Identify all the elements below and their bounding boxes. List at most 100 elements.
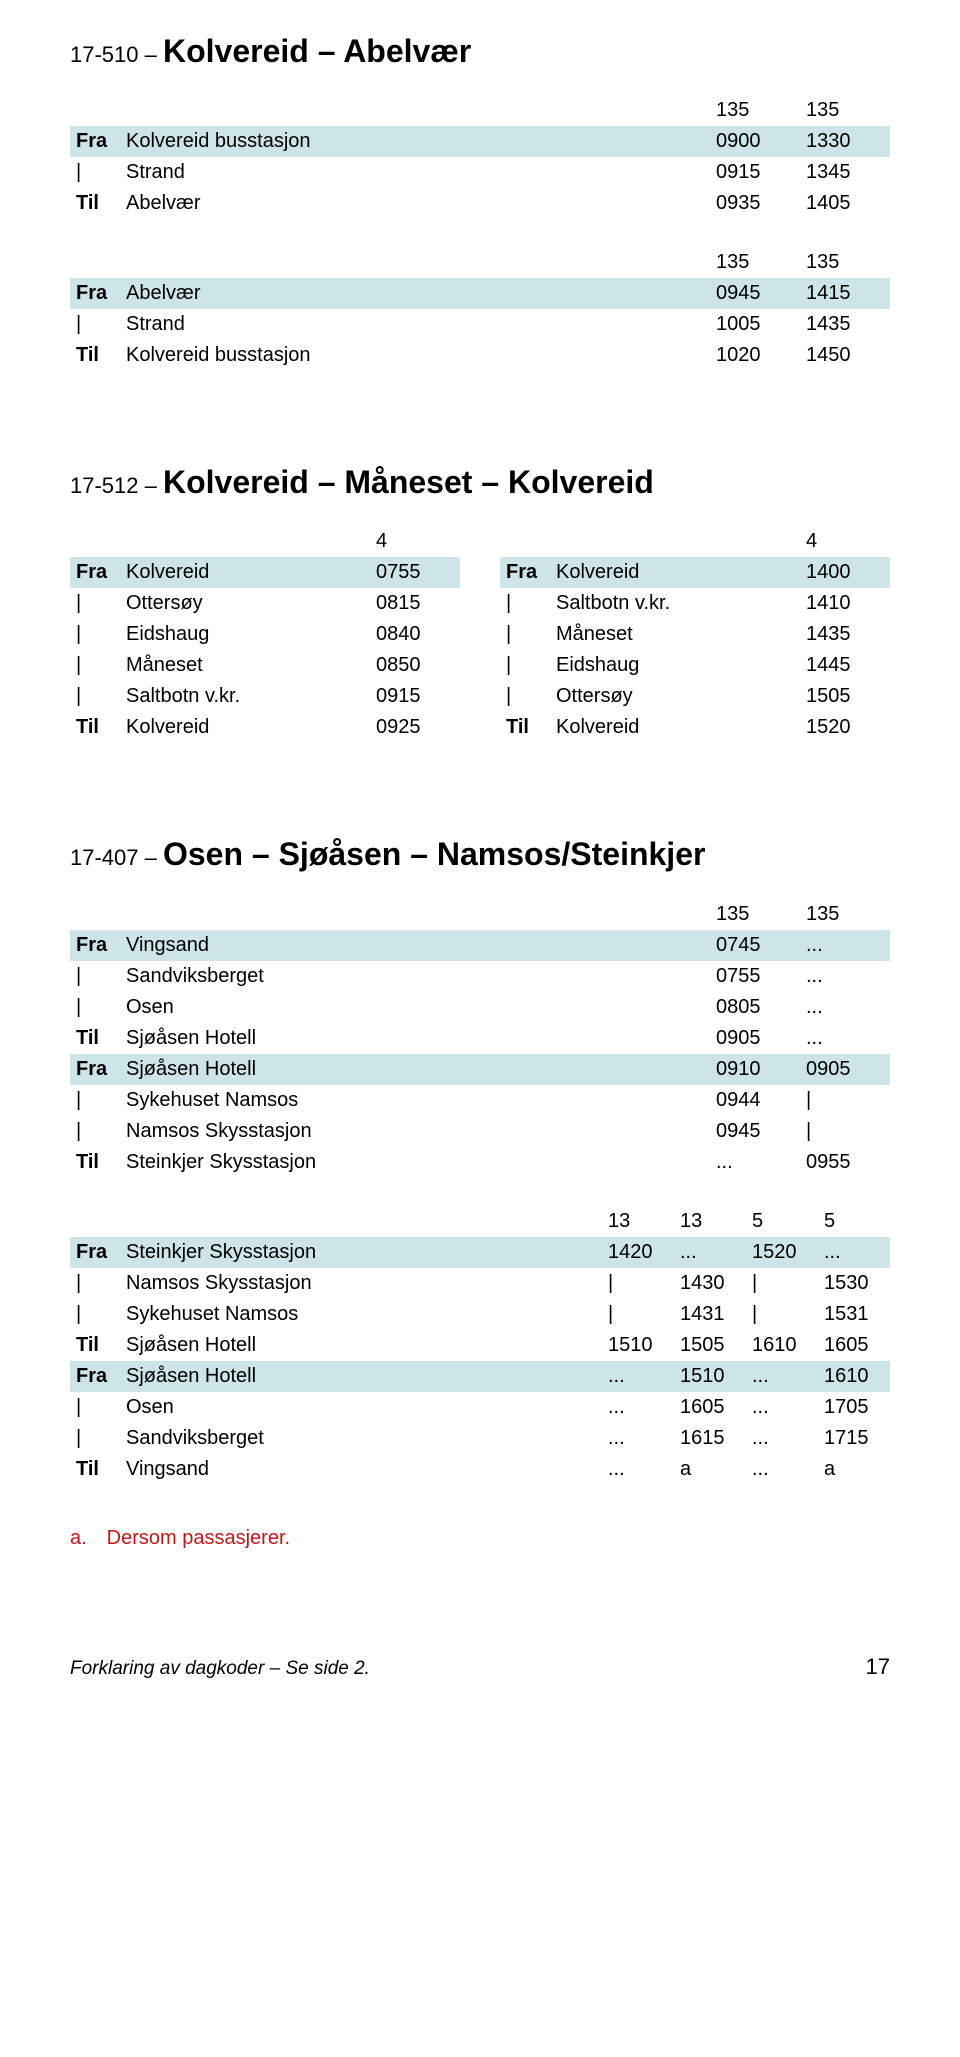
day-code: 135 — [710, 899, 800, 930]
time-cell: 1405 — [800, 188, 890, 219]
stop-name: Abelvær — [120, 278, 710, 309]
schedule-table: 135135FraVingsand0745...|Sandviksberget0… — [70, 899, 890, 1178]
route-section: 17-510 – Kolvereid – Abelvær135135FraKol… — [70, 30, 890, 371]
row-prefix: Fra — [70, 557, 120, 588]
stop-name: Osen — [120, 992, 710, 1023]
time-cell: ... — [602, 1423, 674, 1454]
row-prefix: | — [500, 588, 550, 619]
time-cell: 1415 — [800, 278, 890, 309]
day-code: 5 — [818, 1206, 890, 1237]
time-cell: ... — [746, 1361, 818, 1392]
time-cell: 0915 — [370, 681, 460, 712]
time-cell: ... — [602, 1361, 674, 1392]
time-cell: 1505 — [674, 1330, 746, 1361]
time-cell: ... — [710, 1147, 800, 1178]
time-cell: ... — [746, 1454, 818, 1485]
time-cell: 0910 — [710, 1054, 800, 1085]
row-prefix: Til — [70, 712, 120, 743]
row-prefix: Fra — [500, 557, 550, 588]
time-cell: 0905 — [800, 1054, 890, 1085]
stop-name: Saltbotn v.kr. — [120, 681, 370, 712]
stop-name: Namsos Skysstasjon — [120, 1268, 602, 1299]
stop-name: Sandviksberget — [120, 1423, 602, 1454]
row-prefix: | — [70, 588, 120, 619]
stop-name: Steinkjer Skysstasjon — [120, 1237, 602, 1268]
stop-name: Sandviksberget — [120, 961, 710, 992]
stop-name: Vingsand — [120, 930, 710, 961]
day-code: 135 — [800, 247, 890, 278]
stop-name: Namsos Skysstasjon — [120, 1116, 710, 1147]
stop-name: Sykehuset Namsos — [120, 1085, 710, 1116]
time-cell: | — [746, 1268, 818, 1299]
stop-name: Eidshaug — [550, 650, 800, 681]
row-prefix: | — [70, 157, 120, 188]
time-cell: 1345 — [800, 157, 890, 188]
time-cell: 1520 — [800, 712, 890, 743]
stop-name: Eidshaug — [120, 619, 370, 650]
stop-name: Vingsand — [120, 1454, 602, 1485]
time-cell: 0755 — [710, 961, 800, 992]
time-cell: 1510 — [674, 1361, 746, 1392]
time-cell: 1510 — [602, 1330, 674, 1361]
time-cell: 0955 — [800, 1147, 890, 1178]
day-code: 135 — [800, 899, 890, 930]
time-cell: | — [602, 1268, 674, 1299]
route-name: Kolvereid – Abelvær — [163, 33, 471, 69]
time-cell: 0900 — [710, 126, 800, 157]
time-cell: 1430 — [674, 1268, 746, 1299]
row-prefix: Fra — [70, 1237, 120, 1268]
time-cell: 1715 — [818, 1423, 890, 1454]
time-cell: 0815 — [370, 588, 460, 619]
schedule-table: 4FraKolvereid0755|Ottersøy0815|Eidshaug0… — [70, 526, 460, 743]
time-cell: 1615 — [674, 1423, 746, 1454]
stop-name: Kolvereid — [120, 712, 370, 743]
time-cell: 0905 — [710, 1023, 800, 1054]
row-prefix: | — [70, 1268, 120, 1299]
route-title: 17-407 – Osen – Sjøåsen – Namsos/Steinkj… — [70, 833, 890, 876]
stop-name: Sjøåsen Hotell — [120, 1361, 602, 1392]
route-name: Kolvereid – Måneset – Kolvereid — [163, 464, 654, 500]
time-cell: a — [818, 1454, 890, 1485]
row-prefix: | — [70, 961, 120, 992]
row-prefix: Fra — [70, 278, 120, 309]
row-prefix: | — [70, 650, 120, 681]
schedule-table: 4FraKolvereid1400|Saltbotn v.kr.1410|Mån… — [500, 526, 890, 743]
time-cell: 0925 — [370, 712, 460, 743]
time-cell: 0945 — [710, 1116, 800, 1147]
time-cell: 1410 — [800, 588, 890, 619]
two-column-pair: 4FraKolvereid0755|Ottersøy0815|Eidshaug0… — [70, 526, 890, 743]
route-title: 17-512 – Kolvereid – Måneset – Kolvereid — [70, 461, 890, 504]
time-cell: ... — [602, 1454, 674, 1485]
day-code: 4 — [800, 526, 890, 557]
row-prefix: | — [70, 1423, 120, 1454]
time-cell: ... — [746, 1392, 818, 1423]
stop-name: Strand — [120, 309, 710, 340]
row-prefix: Fra — [70, 930, 120, 961]
row-prefix: Til — [70, 1023, 120, 1054]
time-cell: ... — [800, 1023, 890, 1054]
time-cell: ... — [602, 1392, 674, 1423]
time-cell: 0915 — [710, 157, 800, 188]
time-cell: 1530 — [818, 1268, 890, 1299]
row-prefix: Til — [70, 1330, 120, 1361]
page-footer: Forklaring av dagkoder – Se side 2.17 — [70, 1652, 890, 1682]
time-cell: 0935 — [710, 188, 800, 219]
time-cell: 1420 — [602, 1237, 674, 1268]
stop-name: Kolvereid — [550, 557, 800, 588]
time-cell: 1450 — [800, 340, 890, 371]
day-code: 135 — [710, 95, 800, 126]
time-cell: 1431 — [674, 1299, 746, 1330]
time-cell: 1705 — [818, 1392, 890, 1423]
day-code: 135 — [800, 95, 890, 126]
schedule-table: 135135FraAbelvær09451415|Strand10051435T… — [70, 247, 890, 371]
day-code: 135 — [710, 247, 800, 278]
row-prefix: Til — [70, 188, 120, 219]
stop-name: Kolvereid busstasjon — [120, 126, 710, 157]
time-cell: 0745 — [710, 930, 800, 961]
route-section: 17-512 – Kolvereid – Måneset – Kolvereid… — [70, 461, 890, 743]
time-cell: ... — [800, 930, 890, 961]
stop-name: Ottersøy — [550, 681, 800, 712]
row-prefix: | — [70, 619, 120, 650]
row-prefix: | — [500, 681, 550, 712]
page-number: 17 — [866, 1652, 890, 1682]
